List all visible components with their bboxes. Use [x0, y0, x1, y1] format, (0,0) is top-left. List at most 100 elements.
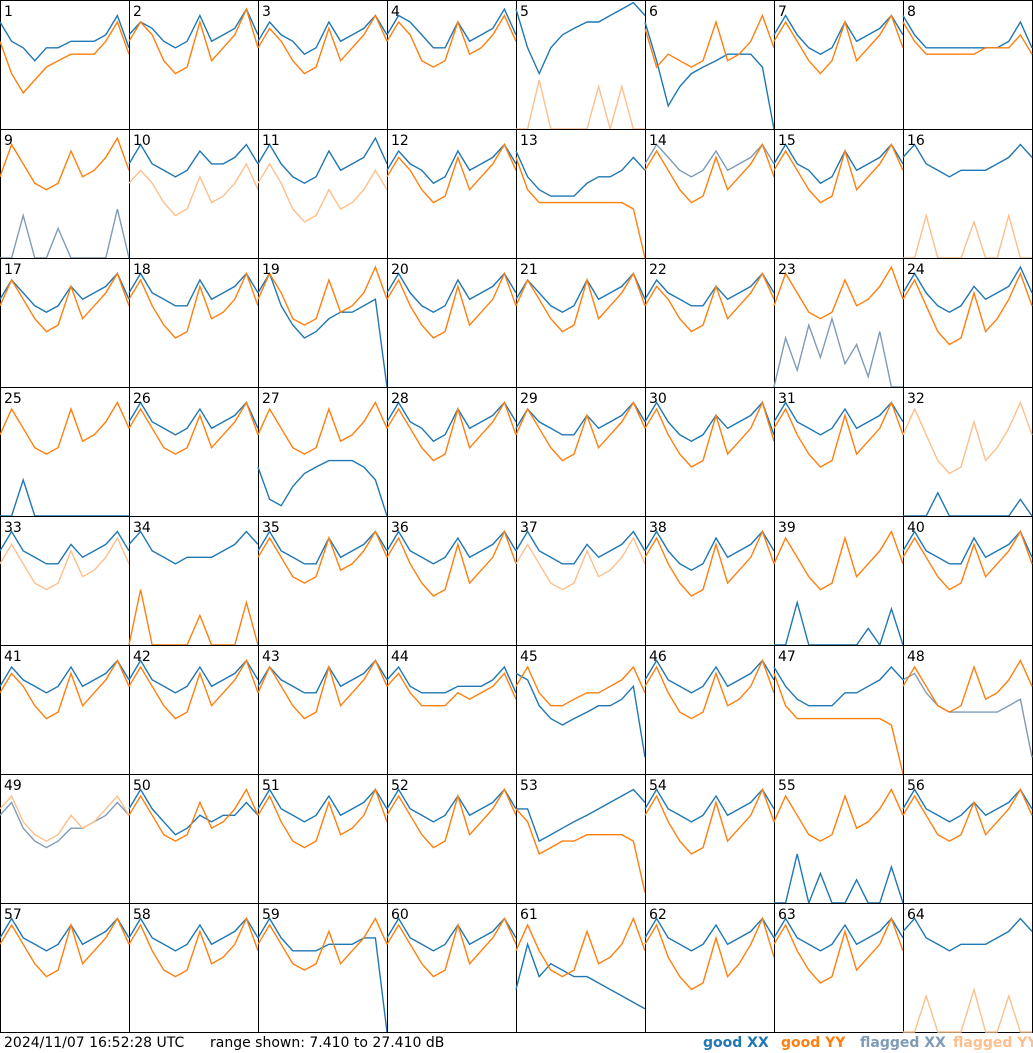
xx-spectrum — [257, 788, 388, 823]
yy-spectrum — [902, 658, 1033, 713]
xx-spectrum — [257, 271, 388, 388]
xx-spectrum — [386, 143, 517, 185]
yy-spectrum — [0, 20, 130, 95]
panel-label: 23 — [778, 262, 796, 278]
yy-spectrum — [773, 787, 904, 842]
panel-label: 12 — [391, 133, 409, 149]
xx-spectrum — [644, 659, 775, 694]
panel-frame — [0, 0, 130, 130]
xx-spectrum — [902, 265, 1033, 313]
yy-spectrum — [0, 658, 130, 720]
yy-spectrum — [902, 400, 1033, 475]
yy-spectrum — [773, 13, 904, 75]
xx-spectrum — [128, 659, 259, 694]
xx-spectrum — [902, 917, 1033, 952]
panel-label: 58 — [133, 907, 151, 923]
xx-spectrum — [515, 150, 646, 197]
panel-frame — [258, 903, 388, 1033]
panel-label: 34 — [133, 520, 151, 536]
panel-frame — [0, 903, 130, 1033]
panel-frame — [0, 258, 130, 388]
yy-spectrum — [386, 13, 517, 68]
yy-spectrum — [128, 7, 259, 75]
panel-label: 54 — [649, 778, 667, 794]
yy-spectrum — [515, 916, 646, 978]
xx-spectrum — [515, 272, 646, 313]
panel-frame — [516, 516, 646, 646]
xx-spectrum — [257, 530, 388, 565]
yy-spectrum — [0, 400, 130, 455]
xx-spectrum — [386, 788, 517, 823]
panel-label: 39 — [778, 520, 796, 536]
xx-spectrum — [644, 21, 775, 130]
panel-frame — [774, 903, 904, 1033]
panel-frame — [0, 516, 130, 646]
panel-label: 22 — [649, 262, 667, 278]
xx-spectrum — [902, 143, 1033, 178]
panel-frame — [774, 645, 904, 775]
xx-spectrum — [257, 459, 388, 517]
yy-spectrum — [0, 136, 130, 191]
panel-label: 21 — [520, 262, 538, 278]
panel-label: 35 — [262, 520, 280, 536]
panel-frame — [129, 774, 259, 904]
yy-spectrum — [644, 787, 775, 855]
panel-frame — [516, 129, 646, 259]
xx-spectrum — [515, 401, 646, 436]
panel-frame — [516, 903, 646, 1033]
panel-label: 27 — [262, 391, 280, 407]
yy-spectrum — [386, 672, 517, 707]
yy-spectrum — [128, 162, 259, 217]
yy-spectrum — [773, 400, 904, 468]
yy-spectrum — [903, 986, 1032, 1033]
range-text: range shown: 7.410 to 27.410 dB — [210, 1035, 444, 1051]
xx-spectrum — [515, 1, 646, 76]
yy-spectrum — [902, 21, 1033, 55]
xx-spectrum — [128, 401, 259, 436]
panel-label: 38 — [649, 520, 667, 536]
panel-label: 6 — [649, 4, 658, 20]
yy-spectrum — [386, 142, 517, 204]
panel-frame — [774, 129, 904, 259]
yy-spectrum — [257, 529, 388, 584]
xx-spectrum — [773, 665, 904, 707]
panel-frame — [645, 645, 775, 775]
xx-spectrum — [773, 316, 903, 388]
panel-label: 9 — [4, 133, 13, 149]
xx-spectrum — [644, 143, 775, 178]
panel-frame — [516, 387, 646, 517]
panel-label: 31 — [778, 391, 796, 407]
yy-spectrum — [257, 13, 388, 75]
yy-spectrum — [386, 271, 517, 339]
legend-entry: good XX — [703, 1035, 769, 1051]
yy-spectrum — [644, 529, 775, 597]
xx-spectrum — [0, 659, 130, 694]
xx-spectrum — [515, 941, 646, 1010]
panel-label: 52 — [391, 778, 409, 794]
panel-frame — [258, 258, 388, 388]
yy-spectrum — [902, 787, 1033, 842]
panel-label: 3 — [262, 4, 271, 20]
panel-frame — [0, 774, 130, 904]
panel-frame — [0, 129, 130, 259]
xx-spectrum — [515, 672, 646, 758]
panel-frame — [774, 0, 904, 130]
panel-frame — [516, 0, 646, 130]
yy-spectrum — [903, 212, 1032, 259]
xx-spectrum — [257, 14, 388, 56]
yy-spectrum — [257, 162, 388, 223]
yy-spectrum — [773, 142, 904, 204]
panel-frame — [516, 258, 646, 388]
panel-frame — [258, 516, 388, 646]
yy-spectrum — [257, 916, 388, 971]
panel-label: 19 — [262, 262, 280, 278]
legend-entry: flagged YY — [953, 1035, 1033, 1051]
yy-spectrum — [644, 916, 775, 991]
panel-label: 36 — [391, 520, 409, 536]
panel-label: 24 — [907, 262, 925, 278]
panel-label: 48 — [907, 649, 925, 665]
panel-label: 11 — [262, 133, 280, 149]
panel-frame — [774, 387, 904, 517]
panel-label: 30 — [649, 391, 667, 407]
